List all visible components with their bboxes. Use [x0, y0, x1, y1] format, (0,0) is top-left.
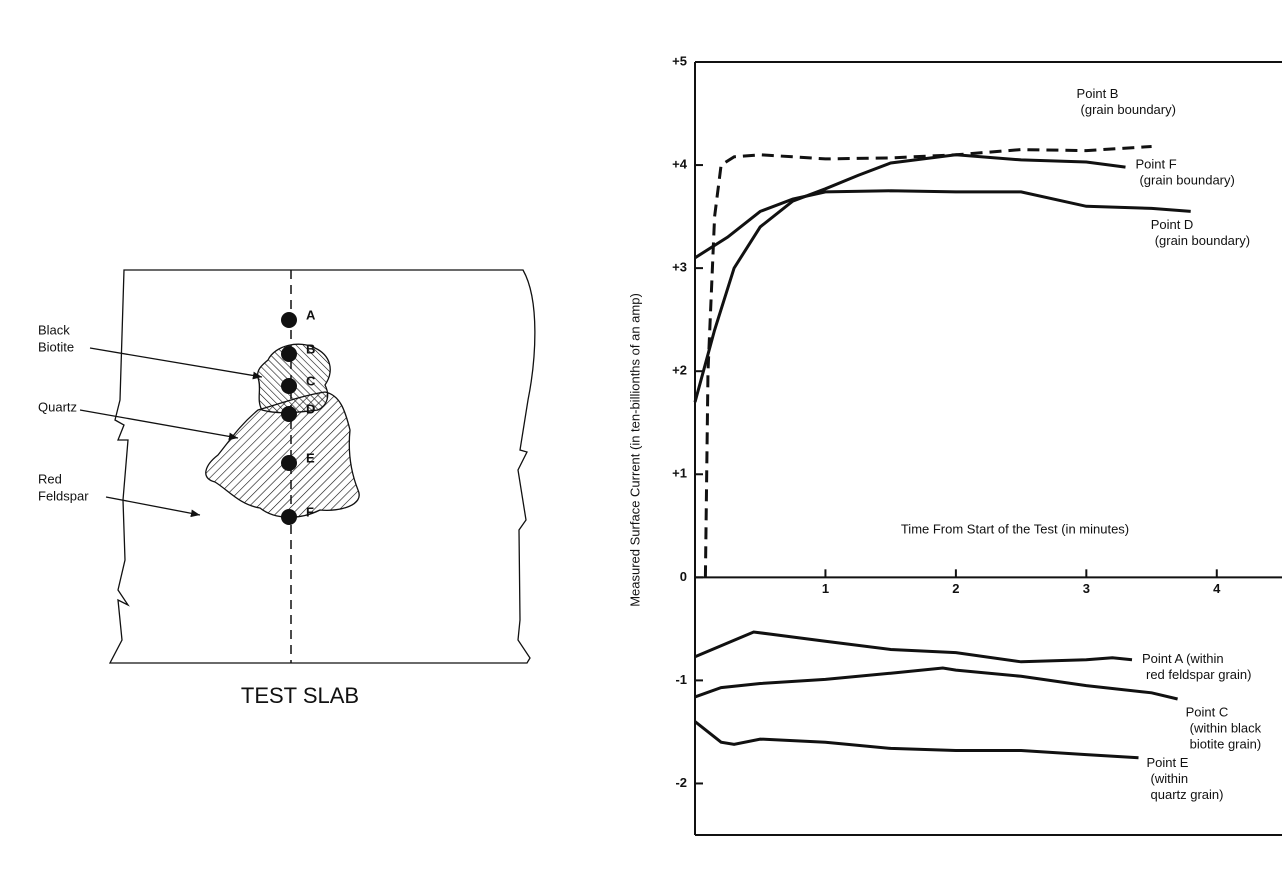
- y-tick-label: +1: [672, 466, 687, 481]
- pointer-arrow: [79, 409, 239, 441]
- series-label: red feldspar grain): [1146, 667, 1252, 682]
- point-label: E: [306, 450, 315, 465]
- series-line: [694, 189, 1191, 260]
- x-tick-label: 1: [822, 581, 829, 596]
- series-label: Point F: [1135, 157, 1176, 172]
- point-marker: [281, 509, 297, 525]
- series-label: Point E: [1147, 755, 1189, 770]
- y-axis-label: Measured Surface Current (in ten-billion…: [627, 293, 642, 607]
- point-label: B: [306, 341, 315, 356]
- point-marker: [281, 455, 297, 471]
- point-marker: [281, 378, 297, 394]
- y-tick-label: -1: [675, 672, 687, 687]
- sample-points: A B C D E F: [281, 307, 316, 525]
- point-marker: [281, 312, 297, 328]
- series-label: Point A (within: [1142, 651, 1224, 666]
- series-label: biotite grain): [1190, 736, 1262, 751]
- point-label: A: [306, 307, 316, 322]
- series-label: Point C: [1186, 704, 1229, 719]
- series-label: (within: [1151, 771, 1189, 786]
- series-label: (grain boundary): [1081, 102, 1176, 117]
- series-label: (grain boundary): [1155, 233, 1250, 248]
- mineral-label: Feldspar: [38, 488, 89, 503]
- series-line: [693, 153, 1126, 403]
- point-marker: [281, 406, 297, 422]
- y-tick-label: 0: [680, 569, 687, 584]
- point-label: C: [306, 373, 316, 388]
- series-label: Point B: [1077, 86, 1119, 101]
- series-line: [703, 145, 1152, 578]
- quartz-grain: [205, 391, 360, 518]
- series-label: (within black: [1190, 720, 1262, 735]
- pointer-arrow: [89, 347, 263, 380]
- diagram-caption: TEST SLAB: [241, 683, 359, 708]
- y-tick-label: +2: [672, 363, 687, 378]
- mineral-label: Biotite: [38, 339, 74, 354]
- x-tick-label: 4: [1213, 581, 1221, 596]
- mineral-label: Red: [38, 471, 62, 486]
- series-line: [694, 720, 1139, 760]
- x-axis-label: Time From Start of the Test (in minutes): [901, 521, 1129, 536]
- test-slab-diagram: A B C D E F Black Biotite Quartz Red Fel…: [38, 269, 536, 708]
- y-tick-label: +4: [672, 157, 688, 172]
- y-tick-label: -2: [675, 775, 687, 790]
- series-label: (grain boundary): [1139, 173, 1234, 188]
- series-label: quartz grain): [1151, 787, 1224, 802]
- series-line: [694, 666, 1178, 701]
- series-label: Point D: [1151, 217, 1194, 232]
- mineral-label: Black: [38, 322, 70, 337]
- point-label: D: [306, 401, 315, 416]
- series-line: [694, 630, 1133, 664]
- pointer-arrow: [105, 496, 201, 518]
- point-marker: [281, 346, 297, 362]
- y-tick-label: +5: [672, 53, 687, 68]
- slab-outline: [108, 269, 536, 664]
- x-tick-label: 2: [952, 581, 959, 596]
- mineral-label: Quartz: [38, 399, 77, 414]
- x-tick-label: 3: [1083, 581, 1090, 596]
- y-tick-label: +3: [672, 260, 687, 275]
- point-label: F: [306, 504, 314, 519]
